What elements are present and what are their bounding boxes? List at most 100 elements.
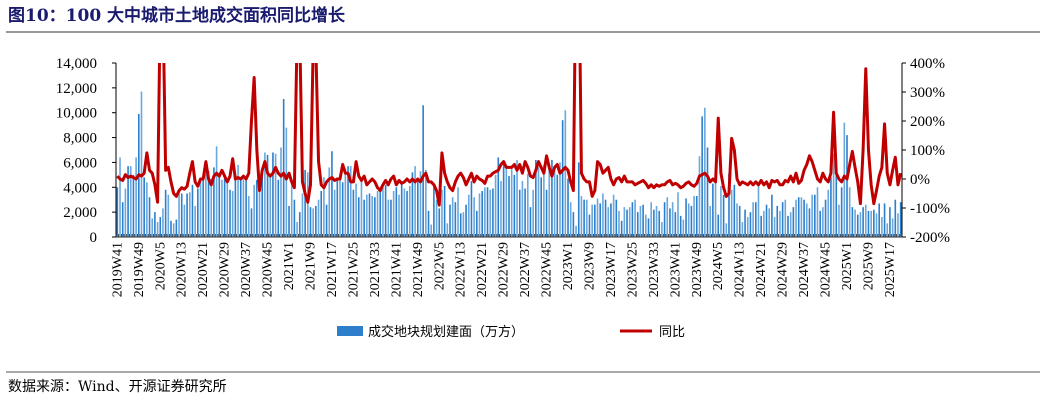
bar xyxy=(830,177,832,237)
bar xyxy=(467,194,470,237)
bar xyxy=(792,207,795,237)
bar xyxy=(567,178,569,237)
bar xyxy=(738,205,741,237)
x-tick-label: 2023W41 xyxy=(668,242,683,297)
bar xyxy=(476,210,478,237)
bar xyxy=(143,177,145,237)
bar xyxy=(419,171,422,237)
bar xyxy=(827,189,830,237)
bar xyxy=(170,220,172,237)
right-tick-label: -200% xyxy=(910,230,950,246)
bar xyxy=(129,166,132,237)
x-tick-label: 2022W29 xyxy=(497,242,512,297)
bar xyxy=(465,204,467,237)
bar xyxy=(293,199,296,237)
bar xyxy=(725,223,728,237)
bar xyxy=(462,212,465,237)
bar xyxy=(848,187,851,237)
x-tick-label: 2025W1 xyxy=(840,242,855,290)
bar xyxy=(604,199,607,237)
bar xyxy=(366,194,368,237)
bar xyxy=(274,153,277,237)
bar xyxy=(349,166,352,237)
bar xyxy=(116,187,119,237)
bar xyxy=(229,189,231,237)
bar xyxy=(899,202,902,237)
bar xyxy=(210,178,213,237)
bar xyxy=(202,176,204,237)
bar xyxy=(505,164,508,237)
bar xyxy=(430,224,433,237)
yoy-line xyxy=(116,63,903,207)
bar xyxy=(395,187,398,237)
bar xyxy=(186,193,188,237)
bar xyxy=(819,210,821,237)
bar xyxy=(213,167,215,237)
bar xyxy=(634,199,636,237)
bar xyxy=(588,214,591,237)
bar xyxy=(687,203,690,237)
bar xyxy=(347,166,349,237)
bar xyxy=(733,184,736,237)
bar xyxy=(146,182,148,237)
bar xyxy=(768,208,771,237)
bar xyxy=(666,197,669,237)
bar xyxy=(443,186,446,237)
bar xyxy=(569,202,572,237)
x-tick-label: 2019W49 xyxy=(132,242,147,297)
x-tick-label: 2024W37 xyxy=(797,242,812,297)
bar xyxy=(803,199,805,237)
bar xyxy=(188,192,191,237)
bar xyxy=(776,205,779,237)
bar xyxy=(339,179,341,237)
bar xyxy=(862,207,864,237)
bar xyxy=(298,212,301,237)
bar xyxy=(832,153,835,237)
bar xyxy=(870,210,872,237)
bar xyxy=(231,191,234,237)
bar xyxy=(502,162,505,237)
bar xyxy=(631,202,634,237)
bar xyxy=(765,204,768,237)
bar xyxy=(816,187,819,237)
bar xyxy=(239,177,242,237)
bar xyxy=(695,195,698,237)
bar xyxy=(374,197,376,237)
bar xyxy=(382,187,384,237)
bar xyxy=(757,184,760,237)
bar xyxy=(132,174,135,237)
bar xyxy=(580,195,583,237)
bar xyxy=(585,199,588,237)
bar xyxy=(167,194,170,237)
x-tick-label: 2020W37 xyxy=(239,242,254,297)
bar xyxy=(277,179,280,237)
x-tick-label: 2020W13 xyxy=(175,242,190,297)
bar xyxy=(497,157,500,237)
bar xyxy=(309,207,312,237)
bar xyxy=(256,179,258,237)
bar xyxy=(411,172,414,237)
bar xyxy=(489,189,492,237)
bar xyxy=(438,208,441,237)
bar xyxy=(154,212,156,237)
x-tick-label: 2023W25 xyxy=(625,242,640,297)
x-tick-label: 2022W45 xyxy=(540,242,555,297)
bar xyxy=(433,187,435,237)
bar xyxy=(183,204,186,237)
bar xyxy=(518,189,521,237)
bar xyxy=(336,178,339,237)
bar xyxy=(492,188,494,237)
bar xyxy=(194,205,196,237)
bar xyxy=(626,209,628,237)
x-tick-label: 2024W29 xyxy=(776,242,791,297)
bar xyxy=(679,215,682,237)
bar xyxy=(352,189,355,237)
bar xyxy=(398,194,400,237)
left-tick-label: 6,000 xyxy=(63,155,97,171)
bar xyxy=(451,197,454,237)
bar xyxy=(709,205,711,237)
bar xyxy=(341,182,344,237)
bar xyxy=(545,189,548,237)
x-tick-label: 2023W1 xyxy=(561,242,576,290)
